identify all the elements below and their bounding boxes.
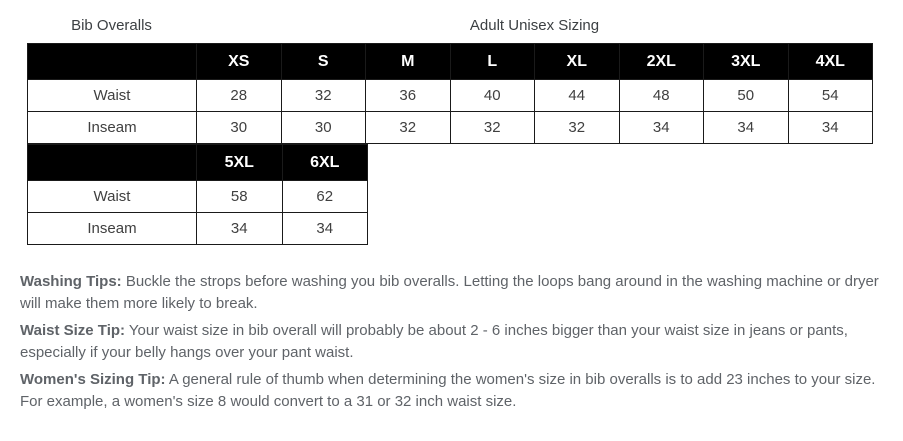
size-value-cell: 44 — [534, 79, 620, 112]
washing-tips-label: Washing Tips: — [20, 273, 122, 290]
size-column-header: 3XL — [703, 43, 789, 80]
womens-sizing-tip-text: A general rule of thumb when determining… — [20, 371, 876, 410]
size-chart-section: Bib Overalls Adult Unisex Sizing XS S M L XL… — [27, 0, 903, 245]
size-value-cell: 62 — [281, 180, 368, 213]
size-value-cell: 50 — [703, 79, 789, 112]
corner-header-cell — [27, 43, 197, 80]
size-header-row: XS S M L XL 2XL 3XL 4XL — [27, 43, 873, 80]
size-table-main: XS S M L XL 2XL 3XL 4XL Waist 28 32 36 40 44 48 50 54 In… — [27, 43, 873, 144]
size-column-header: L — [449, 43, 535, 80]
row-label: Waist — [27, 79, 197, 112]
washing-tips-text: Buckle the strops before washing you bib… — [20, 273, 879, 312]
size-column-header: XL — [534, 43, 620, 80]
size-value-cell: 30 — [280, 111, 366, 144]
waist-size-tip-text: Your waist size in bib overall will prob… — [20, 322, 848, 361]
row-label: Waist — [27, 180, 197, 213]
womens-sizing-tip-label: Women's Sizing Tip: — [20, 371, 166, 388]
womens-sizing-tip-paragraph: Women's Sizing Tip: A general rule of th… — [20, 369, 885, 413]
size-value-cell: 32 — [280, 79, 366, 112]
size-column-header: 2XL — [618, 43, 704, 80]
chart-titles-row: Bib Overalls Adult Unisex Sizing — [27, 0, 903, 43]
size-column-header: XS — [196, 43, 282, 80]
size-value-cell: 34 — [787, 111, 873, 144]
table-row: Inseam 34 34 — [27, 212, 368, 245]
size-column-header: 5XL — [196, 144, 283, 181]
size-column-header: M — [365, 43, 451, 80]
waist-size-tip-label: Waist Size Tip: — [20, 322, 126, 339]
size-value-cell: 58 — [196, 180, 283, 213]
row-label: Inseam — [27, 111, 197, 144]
size-value-cell: 40 — [449, 79, 535, 112]
size-value-cell: 32 — [365, 111, 451, 144]
washing-tips-paragraph: Washing Tips: Buckle the strops before w… — [20, 271, 885, 315]
size-value-cell: 36 — [365, 79, 451, 112]
adult-unisex-sizing-title: Adult Unisex Sizing — [469, 17, 600, 34]
size-value-cell: 30 — [196, 111, 282, 144]
table-row: Waist 58 62 — [27, 180, 368, 213]
size-value-cell: 32 — [534, 111, 620, 144]
size-value-cell: 48 — [618, 79, 704, 112]
size-value-cell: 34 — [196, 212, 283, 245]
row-label: Inseam — [27, 212, 197, 245]
size-column-header: 6XL — [281, 144, 368, 181]
table-row: Waist 28 32 36 40 44 48 50 54 — [27, 79, 873, 112]
size-value-cell: 28 — [196, 79, 282, 112]
size-header-row: 5XL 6XL — [27, 144, 368, 181]
table-row: Inseam 30 30 32 32 32 34 34 34 — [27, 111, 873, 144]
size-value-cell: 34 — [703, 111, 789, 144]
size-value-cell: 34 — [618, 111, 704, 144]
tips-section: Washing Tips: Buckle the strops before w… — [20, 271, 885, 413]
size-value-cell: 34 — [281, 212, 368, 245]
size-value-cell: 32 — [449, 111, 535, 144]
waist-size-tip-paragraph: Waist Size Tip: Your waist size in bib o… — [20, 320, 885, 364]
bib-overalls-title: Bib Overalls — [71, 17, 152, 34]
size-column-header: S — [280, 43, 366, 80]
size-value-cell: 54 — [787, 79, 873, 112]
size-table-extended: 5XL 6XL Waist 58 62 Inseam 34 34 — [27, 144, 368, 245]
corner-header-cell — [27, 144, 197, 181]
size-column-header: 4XL — [787, 43, 873, 80]
